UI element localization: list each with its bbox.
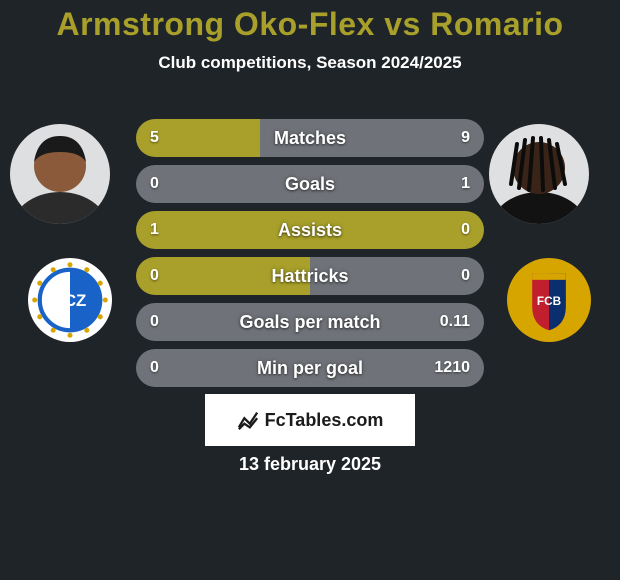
- stat-row: Assists10: [136, 211, 484, 249]
- player-right-avatar: [489, 124, 589, 224]
- stat-bar-right: [136, 349, 484, 387]
- stat-row: Matches59: [136, 119, 484, 157]
- page-title: Armstrong Oko-Flex vs Romario: [0, 6, 620, 43]
- club-right-badge: FCB: [507, 258, 591, 342]
- stat-row: Goals per match00.11: [136, 303, 484, 341]
- stat-bar-left: [136, 119, 260, 157]
- stat-row: Min per goal01210: [136, 349, 484, 387]
- stat-rows: Matches59 Goals01 Assists10 Hattricks00 Goal…: [136, 119, 484, 395]
- date-label: 13 february 2025: [0, 454, 620, 475]
- player-left-avatar: [10, 124, 110, 224]
- stat-bar-right: [136, 303, 484, 341]
- stat-bar-right: [136, 165, 484, 203]
- svg-text:FCB: FCB: [537, 295, 561, 308]
- brand-badge: FcTables.com: [205, 394, 415, 446]
- subtitle: Club competitions, Season 2024/2025: [0, 53, 620, 73]
- svg-text:FCZ: FCZ: [54, 291, 87, 310]
- club-left-badge: FCZ: [28, 258, 112, 342]
- comparison-card: Armstrong Oko-Flex vs Romario Club compe…: [0, 0, 620, 580]
- stat-bar-left: [136, 211, 484, 249]
- chart-icon: [237, 409, 259, 431]
- stat-row: Goals01: [136, 165, 484, 203]
- stat-bar-right: [310, 257, 484, 295]
- stat-row: Hattricks00: [136, 257, 484, 295]
- brand-label: FcTables.com: [265, 410, 384, 431]
- stat-bar-left: [136, 257, 310, 295]
- stat-bar-right: [260, 119, 484, 157]
